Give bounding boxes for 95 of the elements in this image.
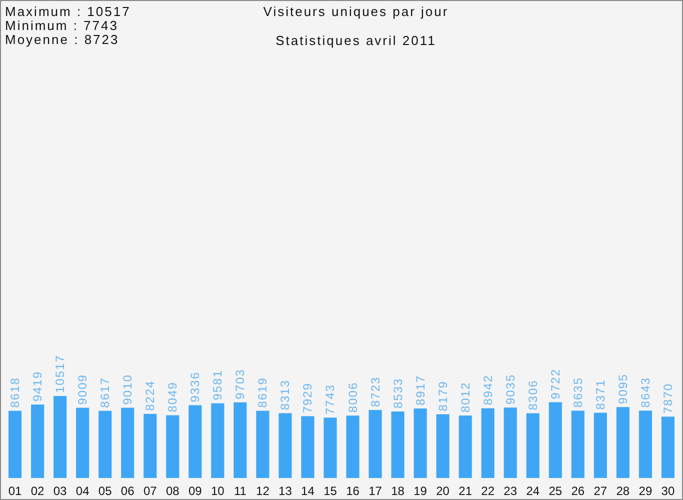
bar: [8, 410, 22, 478]
x-tick-label: 28: [616, 484, 630, 498]
x-tick-label: 27: [594, 484, 608, 498]
bar: [638, 410, 652, 478]
data-label: 8313: [278, 379, 292, 410]
data-label: 7870: [660, 382, 675, 414]
data-label: 9581: [210, 370, 225, 400]
bar: [54, 396, 67, 478]
x-tick-label: 17: [368, 484, 382, 498]
bar: [346, 416, 360, 478]
data-label: 7743: [323, 384, 338, 415]
bar: [458, 416, 472, 478]
bar: [211, 403, 224, 478]
x-tick-label: 09: [188, 484, 202, 498]
x-tick-label: 24: [526, 484, 540, 498]
x-tick-label: 26: [571, 484, 585, 498]
bar: [98, 410, 112, 478]
bar: [324, 418, 337, 478]
bar: [121, 408, 134, 478]
x-tick-label: 04: [76, 484, 90, 498]
data-label: 8617: [98, 377, 112, 408]
data-label: 8012: [458, 382, 472, 413]
data-label: 9336: [188, 372, 202, 402]
bar: [548, 402, 562, 478]
text: Maximum : 10517: [5, 4, 131, 19]
bar: [661, 416, 674, 478]
x-tick-label: 08: [166, 484, 180, 498]
x-tick-label: 15: [324, 484, 338, 498]
data-label: 8306: [526, 380, 540, 410]
bar: [616, 407, 630, 478]
x-tick-label: 21: [458, 484, 472, 498]
data-label: 8619: [256, 377, 270, 408]
data-label: 8179: [436, 380, 450, 412]
bar: [481, 408, 494, 478]
x-tick-label: 10: [210, 484, 225, 498]
chart-title: Visiteurs uniques par jour: [263, 4, 449, 19]
bar: [166, 415, 180, 478]
x-tick-label: 20: [436, 484, 450, 498]
x-tick-label: 13: [278, 484, 292, 498]
data-label: 10517: [53, 354, 68, 393]
bar: [571, 410, 584, 478]
data-label: 8942: [480, 374, 495, 406]
x-tick-label: 01: [8, 484, 22, 498]
data-label: 8006: [346, 382, 360, 413]
bar: [256, 410, 270, 478]
bar: [76, 408, 90, 478]
bar: [594, 412, 607, 478]
bar: [234, 402, 247, 478]
x-tick-label: 02: [30, 484, 45, 498]
bar: [278, 413, 292, 478]
x-tick-label: 22: [481, 484, 495, 498]
chart-subtitle: Statistiques avril 2011: [276, 33, 436, 48]
x-tick-label: 18: [391, 484, 405, 498]
data-label: 8643: [638, 376, 652, 408]
data-label: 8618: [8, 377, 22, 408]
text: Minimum : 7743: [5, 18, 118, 33]
bar: [391, 411, 404, 478]
bar: [144, 414, 157, 478]
x-tick-label: 12: [256, 484, 270, 498]
data-label: 8533: [390, 378, 405, 408]
x-tick-label: 23: [504, 484, 518, 498]
data-label: 9703: [233, 368, 248, 400]
data-label: 7929: [300, 382, 315, 414]
bar: [436, 414, 450, 478]
x-tick-label: 11: [234, 484, 247, 498]
bar: [301, 416, 314, 478]
data-label: 9419: [30, 370, 45, 402]
x-tick-label: 30: [661, 484, 675, 498]
x-tick-label: 03: [53, 484, 68, 498]
data-label: 8723: [368, 376, 382, 407]
data-label: 9010: [120, 374, 135, 405]
bar: [31, 404, 44, 478]
x-tick-label: 19: [414, 484, 428, 498]
bar: [504, 408, 517, 478]
data-label: 8635: [570, 376, 585, 408]
bar: [368, 410, 382, 478]
x-tick-label: 25: [548, 484, 562, 498]
data-label: 8049: [166, 382, 180, 412]
data-label: 9035: [503, 374, 518, 405]
x-tick-label: 14: [301, 484, 315, 498]
data-label: 8917: [413, 374, 428, 406]
text: Moyenne : 8723: [5, 32, 120, 47]
x-tick-label: 06: [120, 484, 135, 498]
data-label: 8371: [593, 379, 608, 410]
x-tick-label: 29: [638, 484, 652, 498]
x-tick-label: 07: [143, 484, 158, 498]
bar: [526, 413, 540, 478]
data-label: 9722: [548, 368, 562, 400]
bar: [414, 408, 427, 478]
data-label: 9009: [76, 374, 90, 405]
x-tick-label: 16: [346, 484, 360, 498]
data-label: 9095: [616, 373, 630, 404]
bar: [188, 405, 202, 478]
x-tick-label: 05: [98, 484, 112, 498]
data-label: 8224: [143, 380, 158, 411]
